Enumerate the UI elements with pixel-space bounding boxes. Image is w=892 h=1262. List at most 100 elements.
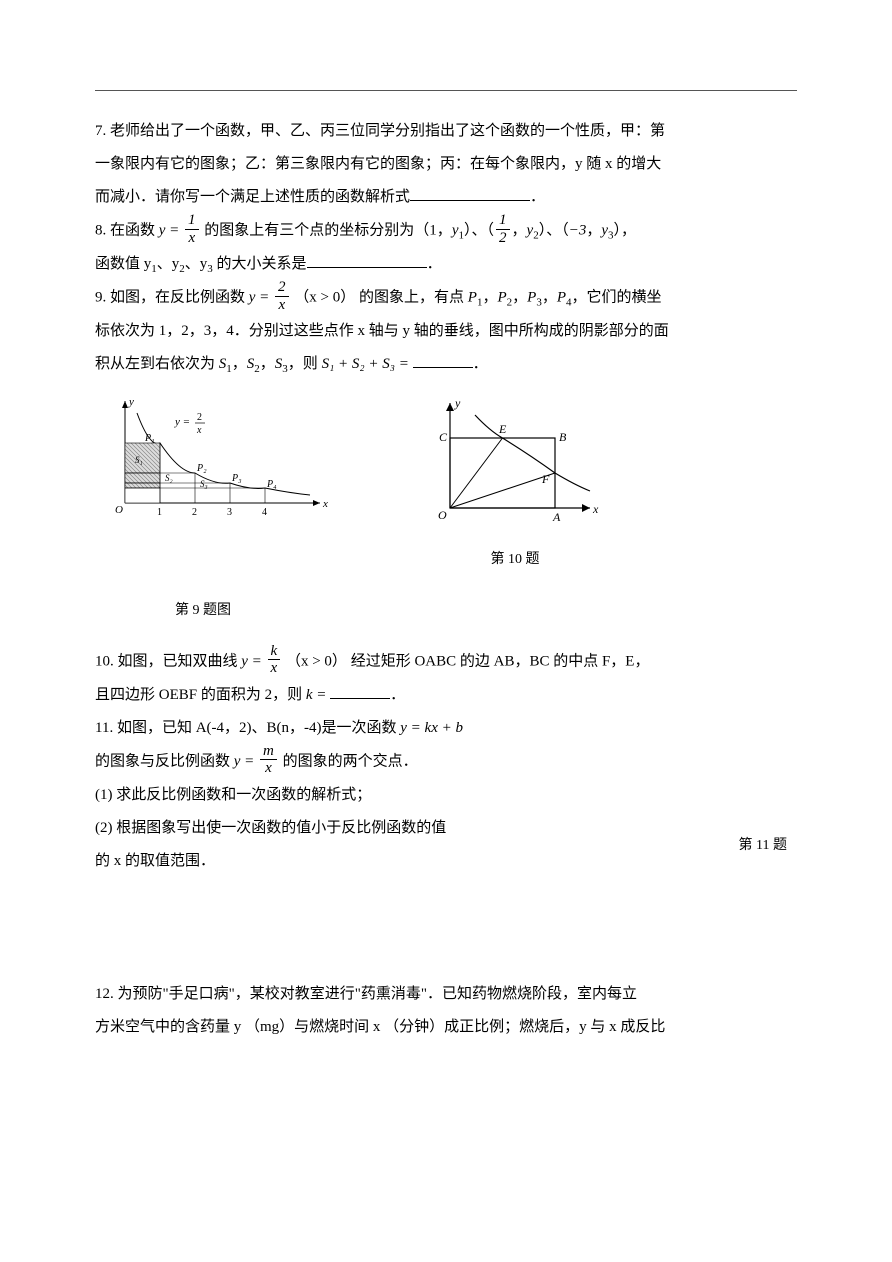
- q7-line1: 7. 老师给出了一个函数，甲、乙、丙三位同学分别指出了这个函数的一个性质，甲：第: [95, 115, 797, 148]
- q8-s2: ）、（: [539, 222, 569, 238]
- q8-s1b: ，: [512, 222, 527, 238]
- q9-l3b: ，则: [288, 356, 322, 372]
- q9-frac-num: 2: [275, 279, 289, 297]
- q10-frac: kx: [268, 643, 281, 677]
- q10-line2: 且四边形 OEBF 的面积为 2，则 k = ．: [95, 679, 797, 712]
- q8-s3: ），: [614, 222, 637, 238]
- q8-l1a: 8. 在函数: [95, 222, 159, 238]
- q7-line2: 一象限内有它的图象；乙：第三象限内有它的图象；丙：在每个象限内，y 随 x 的增…: [95, 148, 797, 181]
- q11-frac-num: m: [260, 743, 277, 761]
- q8-half: 12: [496, 212, 510, 246]
- q10-eq-y: y =: [241, 653, 265, 669]
- fig9-S1: S₁: [135, 455, 143, 465]
- q9-frac: 2x: [275, 279, 289, 313]
- fig9-S2: S₂: [165, 473, 173, 483]
- q9-cond: （x > 0）: [294, 290, 355, 306]
- fig9-P2: P₂: [196, 463, 207, 474]
- fig10-svg: y x O C E B F A: [425, 393, 605, 528]
- fig9-caption: 第 9 题图: [175, 596, 797, 627]
- q11-eq: y = kx + b: [400, 720, 463, 736]
- q11-line2: 的图象与反比例函数 y = mx 的图象的两个交点．: [95, 745, 797, 779]
- fig9-wrap: y x O 1: [105, 393, 335, 536]
- q9-line1: 9. 如图，在反比例函数 y = 2x （x > 0） 的图象上，有点 P1，P…: [95, 281, 797, 315]
- fig9-S3: S₃: [200, 479, 208, 489]
- fig9-t2: 2: [192, 507, 197, 518]
- fig10-C: C: [439, 430, 448, 444]
- q10-l1a: 10. 如图，已知双曲线: [95, 653, 241, 669]
- q7-blank: [410, 185, 530, 201]
- q7-line3: 而减小．请你写一个满足上述性质的函数解析式．: [95, 181, 797, 214]
- q8-s1: ）、（: [464, 222, 494, 238]
- q12-line2: 方米空气中的含药量 y （mg）与燃烧时间 x （分钟）成正比例；燃烧后，y 与…: [95, 1011, 797, 1044]
- q8-frac-num: 1: [185, 212, 199, 230]
- q8-l2c: 、y: [185, 256, 208, 272]
- q9-eq-y: y =: [249, 290, 273, 306]
- q9-p1: P: [468, 290, 477, 306]
- figures-row: y x O 1: [95, 393, 797, 576]
- fig9-t1: 1: [157, 507, 162, 518]
- q8-l2b: 、y: [157, 256, 180, 272]
- q8-eq-y: y =: [159, 222, 183, 238]
- q8-half-num: 1: [496, 212, 510, 230]
- q8-l2d: 的大小关系是: [213, 256, 307, 272]
- q10-k: k =: [306, 687, 330, 703]
- fig10-B: B: [559, 430, 567, 444]
- q9-l1a: 9. 如图，在反比例函数: [95, 290, 249, 306]
- q10-line1: 10. 如图，已知双曲线 y = kx （x > 0） 经过矩形 OABC 的边…: [95, 645, 797, 679]
- fig9-P1: P₁: [144, 433, 155, 444]
- q11-l2a: 的图象与反比例函数: [95, 753, 234, 769]
- q9-l1b: 的图象上，有点: [355, 290, 468, 306]
- q8-line2: 函数值 y1、y2、y3 的大小关系是．: [95, 248, 797, 281]
- q11-l2b: 的图象的两个交点．: [279, 753, 418, 769]
- q10-cond: （x > 0）: [286, 653, 347, 669]
- fig9-t4: 4: [262, 507, 267, 518]
- q9-l1c: ，它们的横坐: [572, 290, 662, 306]
- fig9-curve-den: x: [196, 425, 202, 436]
- fig10-A: A: [552, 510, 561, 524]
- fig10-xlabel: x: [592, 502, 599, 516]
- q11-p1: (1) 求此反比例函数和一次函数的解析式；: [95, 779, 797, 812]
- q11-line1: 11. 如图，已知 A(-4，2)、B(n，-4)是一次函数 y = kx + …: [95, 712, 797, 745]
- q9-p3: P: [527, 290, 536, 306]
- q10-l1b: 经过矩形 OABC 的边 AB，BC 的中点 F，E，: [347, 653, 650, 669]
- fig9-xlabel: x: [322, 498, 328, 510]
- fig10-caption: 第 10 题: [425, 545, 605, 576]
- q9-line2: 标依次为 1，2，3，4．分别过这些点作 x 轴与 y 轴的垂线，图中所构成的阴…: [95, 315, 797, 348]
- q11-l1a: 11. 如图，已知 A(-4，2)、B(n，-4)是一次函数: [95, 720, 400, 736]
- q8-s2b: ，: [586, 222, 601, 238]
- q8-line1: 8. 在函数 y = 1x 的图象上有三个点的坐标分别为（1，y1）、（12，y…: [95, 214, 797, 248]
- q11-frac: mx: [260, 743, 277, 777]
- fig10-E: E: [498, 422, 507, 436]
- q9-c1: ，: [482, 290, 497, 306]
- q10-frac-num: k: [268, 643, 281, 661]
- q11-sub-block: (1) 求此反比例函数和一次函数的解析式； (2) 根据图象写出使一次函数的值小…: [95, 779, 797, 878]
- q11-frac-den: x: [260, 760, 277, 777]
- q9-sum: S₁ + S₂ + S₃ =: [322, 356, 413, 372]
- q8-neg3: −3: [569, 222, 587, 238]
- q9-blank: [413, 352, 473, 368]
- q9-line3: 积从左到右依次为 S1，S2，S3，则 S₁ + S₂ + S₃ = ．: [95, 348, 797, 381]
- q8-half-den: 2: [496, 230, 510, 247]
- fig10-wrap: y x O C E B F A 第 10 题: [425, 393, 605, 576]
- q8-frac-den: x: [185, 230, 199, 247]
- q9-cc1: ，: [232, 356, 247, 372]
- q9-l3a: 积从左到右依次为: [95, 356, 219, 372]
- q9-cc2: ，: [260, 356, 275, 372]
- q9-c3: ，: [542, 290, 557, 306]
- q7-line3-post: ．: [530, 189, 545, 205]
- fig9-ylabel: y: [128, 396, 134, 408]
- q10-l2a: 且四边形 OEBF 的面积为 2，则: [95, 687, 306, 703]
- fig10-F: F: [541, 472, 550, 486]
- q10-frac-den: x: [268, 660, 281, 677]
- q8-blank: [307, 252, 427, 268]
- q9-p2: P: [497, 290, 506, 306]
- top-rule: [95, 90, 797, 91]
- q9-l3c: ．: [473, 356, 488, 372]
- fig9-P3: P₃: [231, 473, 242, 484]
- q11-eq2-y: y =: [234, 753, 258, 769]
- fig10-origin: O: [438, 508, 447, 522]
- fig9-P4: P₄: [266, 479, 277, 490]
- q9-frac-den: x: [275, 297, 289, 314]
- fig9-curve-y: y =: [174, 416, 190, 428]
- q10-blank: [330, 683, 390, 699]
